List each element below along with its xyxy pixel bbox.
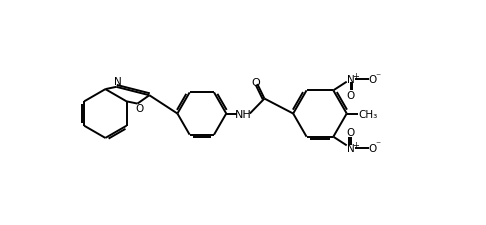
- Text: +: +: [352, 140, 359, 149]
- Text: O: O: [347, 91, 355, 101]
- Text: +: +: [352, 72, 359, 81]
- Text: O: O: [368, 75, 377, 85]
- Text: ⁻: ⁻: [375, 72, 381, 81]
- Text: N: N: [347, 143, 354, 153]
- Text: NH: NH: [234, 109, 251, 119]
- Text: O: O: [135, 104, 143, 114]
- Text: CH₃: CH₃: [359, 109, 378, 119]
- Text: O: O: [368, 143, 377, 153]
- Text: O: O: [251, 78, 260, 88]
- Text: O: O: [347, 127, 355, 137]
- Text: N: N: [347, 75, 354, 85]
- Text: ⁻: ⁻: [375, 140, 381, 150]
- Text: N: N: [114, 77, 122, 87]
